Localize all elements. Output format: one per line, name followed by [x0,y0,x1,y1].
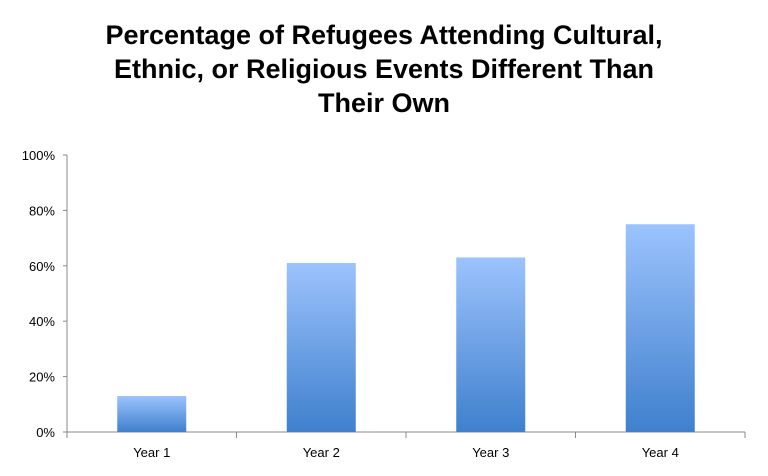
x-tick-label: Year 2 [303,445,340,460]
chart-title-line: Their Own [317,88,450,118]
y-tick-label: 80% [29,203,55,218]
y-tick-label: 20% [29,370,55,385]
x-tick-label: Year 1 [133,445,170,460]
bar [625,224,695,432]
y-tick-label: 0% [36,425,55,440]
y-tick-label: 60% [29,259,55,274]
y-tick-label: 40% [29,314,55,329]
bar [286,263,356,432]
bar [117,395,187,432]
chart-title: Percentage of Refugees Attending Cultura… [0,18,768,120]
bar [456,257,526,432]
chart-title-line: Percentage of Refugees Attending Cultura… [105,20,663,50]
chart-title-line: Ethnic, or Religious Events Different Th… [113,54,655,84]
x-tick-label: Year 3 [472,445,509,460]
x-tick-label: Year 4 [642,445,679,460]
y-tick-label: 100% [22,148,56,163]
